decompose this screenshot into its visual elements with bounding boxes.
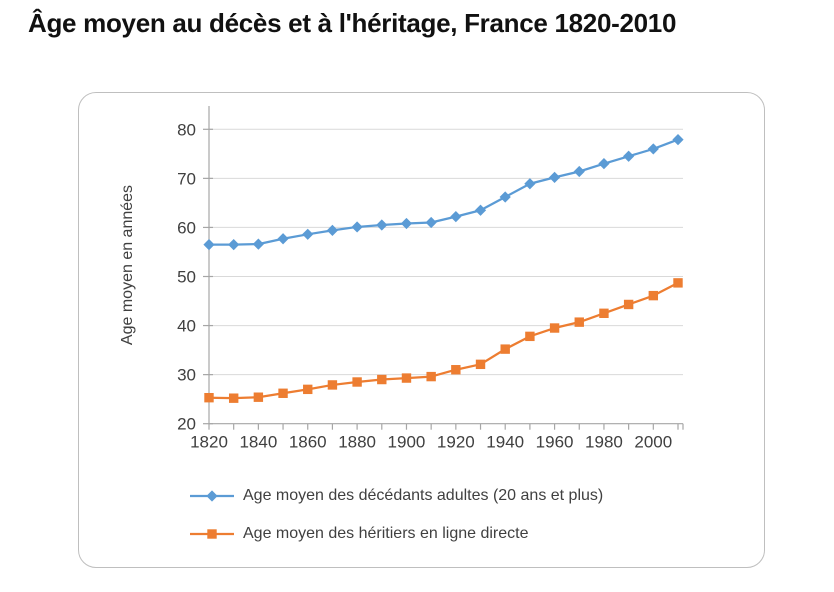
data-point-diamond [425,216,437,229]
data-point-diamond [302,228,314,240]
x-tick-label: 1900 [388,433,426,452]
y-tick-label: 40 [177,317,196,336]
data-point-square [426,371,436,382]
x-tick-label: 1880 [338,433,376,452]
page-title: Âge moyen au décès et à l'héritage, Fran… [28,8,677,38]
data-point-diamond [326,224,339,236]
data-point-diamond [623,150,635,162]
data-point-square [599,308,609,318]
data-point-diamond [376,219,388,231]
data-point-square [377,374,387,385]
legend-diamond-marker-icon [190,490,234,502]
data-point-diamond [228,239,240,251]
legend-item-decedents: Age moyen des décédants adultes (20 ans … [189,487,603,505]
data-point-square [525,331,535,342]
data-point-square [451,365,461,375]
data-point-square [673,278,683,288]
data-point-square [401,373,412,383]
x-tick-label: 1840 [239,433,277,452]
data-point-diamond [573,165,585,178]
x-tick-label: 1820 [190,433,228,452]
legend-label-decedents: Age moyen des décédants adultes (20 ans … [243,487,604,504]
series-line [209,138,679,246]
data-point-square [574,317,584,327]
data-point-diamond [252,238,264,250]
data-point-diamond [598,158,610,170]
x-tick-label: 2000 [634,433,672,452]
data-point-square [549,323,560,333]
x-tick-label: 1960 [536,433,574,452]
x-tick-label: 1940 [486,433,524,452]
data-point-diamond [474,204,487,216]
data-point-diamond [647,143,659,155]
y-tick-label: 20 [177,415,196,434]
y-tick-label: 30 [177,366,196,385]
chart-legend: Age moyen des décédants adultes (20 ans … [189,487,603,543]
data-point-diamond [548,171,561,183]
data-point-diamond [400,217,413,230]
data-point-square [623,299,634,310]
y-tick-label: 70 [177,169,196,188]
data-point-square [228,393,239,403]
data-point-square [303,384,313,395]
data-point-diamond [351,221,363,233]
line-chart-plot: 20 30 40 50 60 70 80 1820 1840 1860 1880 1900 1920 19… [177,106,684,452]
x-tick-label: 1860 [289,433,327,452]
data-point-diamond [277,233,289,245]
data-point-square [327,380,338,390]
data-point-square [204,392,214,403]
y-tick-label: 50 [177,268,196,287]
series-line [208,281,679,400]
y-tick-label: 80 [177,120,196,139]
data-point-square [352,377,362,387]
chart-frame: 20 30 40 50 60 70 80 1820 1840 1860 1880 1900 1920 19… [78,92,765,568]
data-point-diamond [499,191,511,203]
data-point-diamond [524,178,536,190]
data-point-diamond [203,239,215,251]
data-point-diamond [672,134,684,146]
data-point-square [253,392,264,402]
data-point-square [475,359,486,370]
x-tick-label: 1980 [585,433,623,452]
data-point-square [500,344,510,354]
y-tick-label: 60 [177,218,196,237]
data-point-square [648,290,659,301]
legend-square-marker-icon [190,529,234,539]
data-point-diamond [450,211,462,223]
data-point-square [278,388,288,398]
x-tick-label: 1920 [437,433,475,452]
y-axis-title: Age moyen en années [119,184,136,346]
legend-item-heirs: Age moyen des héritiers en ligne directe [189,525,603,543]
legend-label-heirs: Age moyen des héritiers en ligne directe [243,525,529,542]
